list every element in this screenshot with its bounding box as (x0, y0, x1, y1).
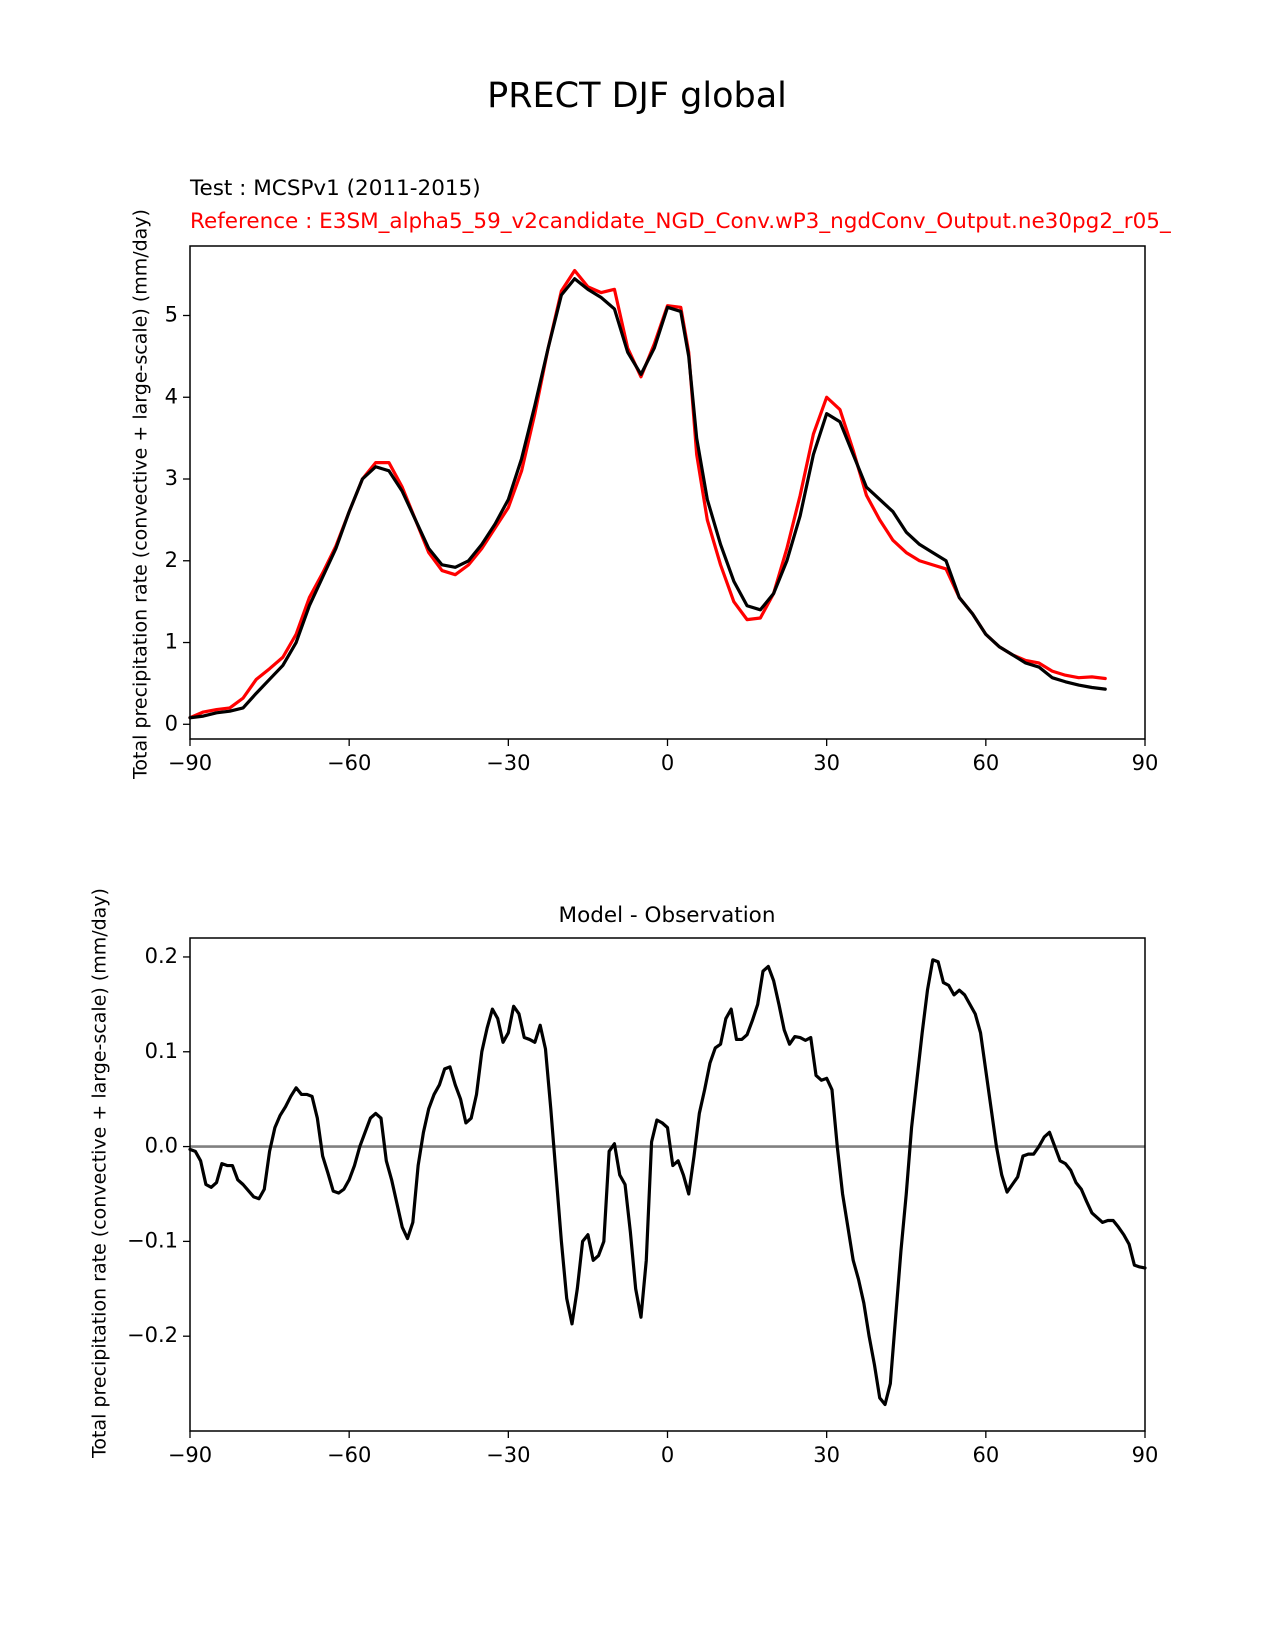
bottom-ytick-label: −0.2 (127, 1323, 178, 1347)
bottom-ytick-label: −0.1 (127, 1228, 178, 1252)
bottom-axis-ticks: −90 −60 −30 0 30 60 90 0.2 0.1 0.0 −0.1 −0.2 (127, 944, 1158, 1467)
bottom-xtick-label: −60 (327, 1443, 371, 1467)
bottom-ytick-label: 0.1 (145, 1039, 178, 1063)
top-ytick-label: 0 (165, 711, 178, 735)
top-xtick-label: −60 (327, 751, 371, 775)
top-xtick-label: −90 (168, 751, 212, 775)
top-axes-frame (189, 245, 1146, 740)
test-title: Test : MCSPv1 (2011-2015) (189, 176, 481, 201)
bottom-ytick-label: 0.2 (145, 944, 178, 968)
top-xtick-label: 30 (813, 751, 840, 775)
top-ylabel: Total precipitation rate (convective + l… (130, 209, 152, 780)
bottom-series-model-observation (188, 958, 1147, 1407)
bottom-series-group (188, 958, 1147, 1407)
top-axis-ticks: −90 −60 −30 0 30 60 90 0 1 2 3 4 5 (165, 302, 1159, 775)
top-xtick-label: 0 (661, 751, 674, 775)
bottom-xtick-label: 90 (1132, 1443, 1159, 1467)
top-xtick-label: 90 (1132, 751, 1159, 775)
top-xtick-label: −30 (486, 751, 530, 775)
bottom-ytick-label: 0.0 (145, 1134, 178, 1158)
top-ytick-label: 5 (165, 302, 178, 326)
bottom-panel: Model - Observation Total precipitation … (89, 888, 1159, 1467)
bottom-xtick-label: 30 (813, 1443, 840, 1467)
top-panel: Test : MCSPv1 (2011-2015) Reference : E3… (130, 176, 1171, 780)
top-series-group (188, 268, 1107, 720)
top-xtick-label: 60 (972, 751, 999, 775)
bottom-xtick-label: −30 (486, 1443, 530, 1467)
bottom-ylabel: Total precipitation rate (convective + l… (89, 888, 111, 1459)
top-ytick-label: 4 (165, 384, 178, 408)
bottom-xtick-label: 0 (661, 1443, 674, 1467)
top-ytick-label: 1 (165, 630, 178, 654)
bottom-xtick-label: 60 (972, 1443, 999, 1467)
top-ytick-label: 3 (165, 466, 178, 490)
bottom-xtick-label: −90 (168, 1443, 212, 1467)
figure-title: PRECT DJF global (487, 76, 787, 116)
bottom-axes-frame (189, 937, 1146, 1432)
top-ytick-label: 2 (165, 548, 178, 572)
reference-title: Reference : E3SM_alpha5_59_v2candidate_N… (190, 209, 1171, 234)
bottom-title: Model - Observation (559, 903, 776, 928)
top-series-test (188, 277, 1107, 720)
